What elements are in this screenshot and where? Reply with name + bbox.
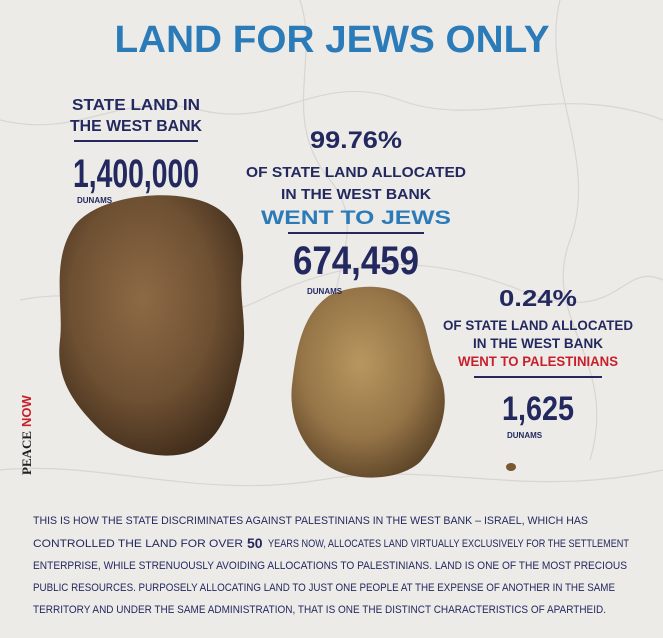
palestinians-description: IN THE WEST BANK	[473, 335, 603, 351]
palestinians-highlight: WENT TO PALESTINIANS	[458, 353, 618, 369]
unit-label: DUNAMS	[77, 196, 113, 205]
body-line: TERRITORY AND UNDER THE SAME ADMINISTRAT…	[33, 604, 606, 616]
palestinians-amount: 1,625	[502, 390, 574, 428]
body-line: PUBLIC RESOURCES. PURPOSELY ALLOCATING L…	[33, 582, 615, 594]
jews-percent: 99.76%	[310, 127, 402, 154]
unit-label: DUNAMS	[307, 287, 343, 296]
small-soil-rock	[291, 286, 445, 478]
jews-description: IN THE WEST BANK	[281, 186, 431, 203]
body-emphasis: 50	[247, 535, 263, 551]
body-line: THIS IS HOW THE STATE DISCRIMINATES AGAI…	[33, 515, 588, 527]
body-line: YEARS NOW, ALLOCATES LAND VIRTUALLY EXCL…	[268, 538, 629, 550]
tiny-pebble	[506, 463, 516, 471]
unit-label: DUNAMS	[507, 431, 543, 440]
jews-description: OF STATE LAND ALLOCATED	[246, 164, 466, 181]
palestinians-percent: 0.24%	[499, 285, 577, 311]
state-land-amount: 1,400,000	[73, 152, 199, 196]
jews-amount: 674,459	[293, 239, 419, 283]
logo-word: PEACE	[19, 431, 34, 475]
palestinians-description: OF STATE LAND ALLOCATED	[443, 317, 633, 333]
state-land-heading: STATE LAND IN	[72, 97, 200, 114]
logo-word: NOW	[19, 395, 34, 428]
title: LAND FOR JEWS ONLY	[115, 19, 550, 61]
jews-highlight: WENT TO JEWS	[261, 208, 451, 229]
body-line: CONTROLLED THE LAND FOR OVER	[33, 538, 243, 550]
body-line: ENTERPRISE, WHILE STRENUOUSLY AVOIDING A…	[33, 560, 627, 572]
large-soil-rock	[59, 195, 245, 456]
state-land-heading: THE WEST BANK	[70, 118, 202, 135]
logo: PEACE NOW	[19, 395, 34, 476]
